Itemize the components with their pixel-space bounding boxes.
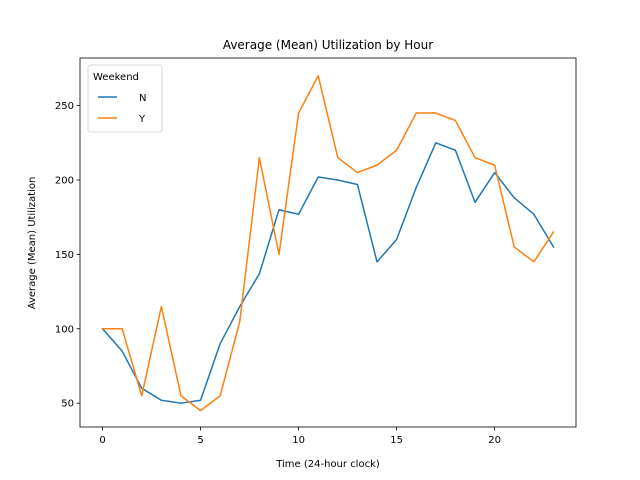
- legend-title: Weekend: [93, 72, 139, 83]
- y-tick-label: 250: [55, 101, 74, 112]
- plot-area: [101, 75, 555, 412]
- x-tick-label: 5: [197, 435, 203, 446]
- axes-frame: [79, 57, 577, 428]
- chart-title: Average (Mean) Utilization by Hour: [223, 38, 433, 52]
- x-tick-label: 0: [99, 435, 105, 446]
- x-tick-label: 20: [488, 435, 501, 446]
- y-axis-label: Average (Mean) Utilization: [27, 177, 38, 310]
- legend-label-N: N: [139, 93, 146, 104]
- y-tick-label: 50: [61, 399, 74, 410]
- legend-label-Y: Y: [138, 114, 146, 125]
- x-axis-label: Time (24-hour clock): [275, 459, 380, 470]
- y-tick-label: 150: [55, 250, 74, 261]
- y-tick-label: 200: [55, 176, 74, 187]
- axes: 0 5 10 15 20 50 100 150 200 250: [55, 57, 577, 446]
- series-line-Y: [101, 75, 555, 412]
- x-tick-label: 10: [292, 435, 305, 446]
- series-line-N: [101, 142, 555, 404]
- y-tick-label: 100: [55, 324, 74, 335]
- legend-box: [87, 64, 163, 133]
- x-tick-label: 15: [390, 435, 403, 446]
